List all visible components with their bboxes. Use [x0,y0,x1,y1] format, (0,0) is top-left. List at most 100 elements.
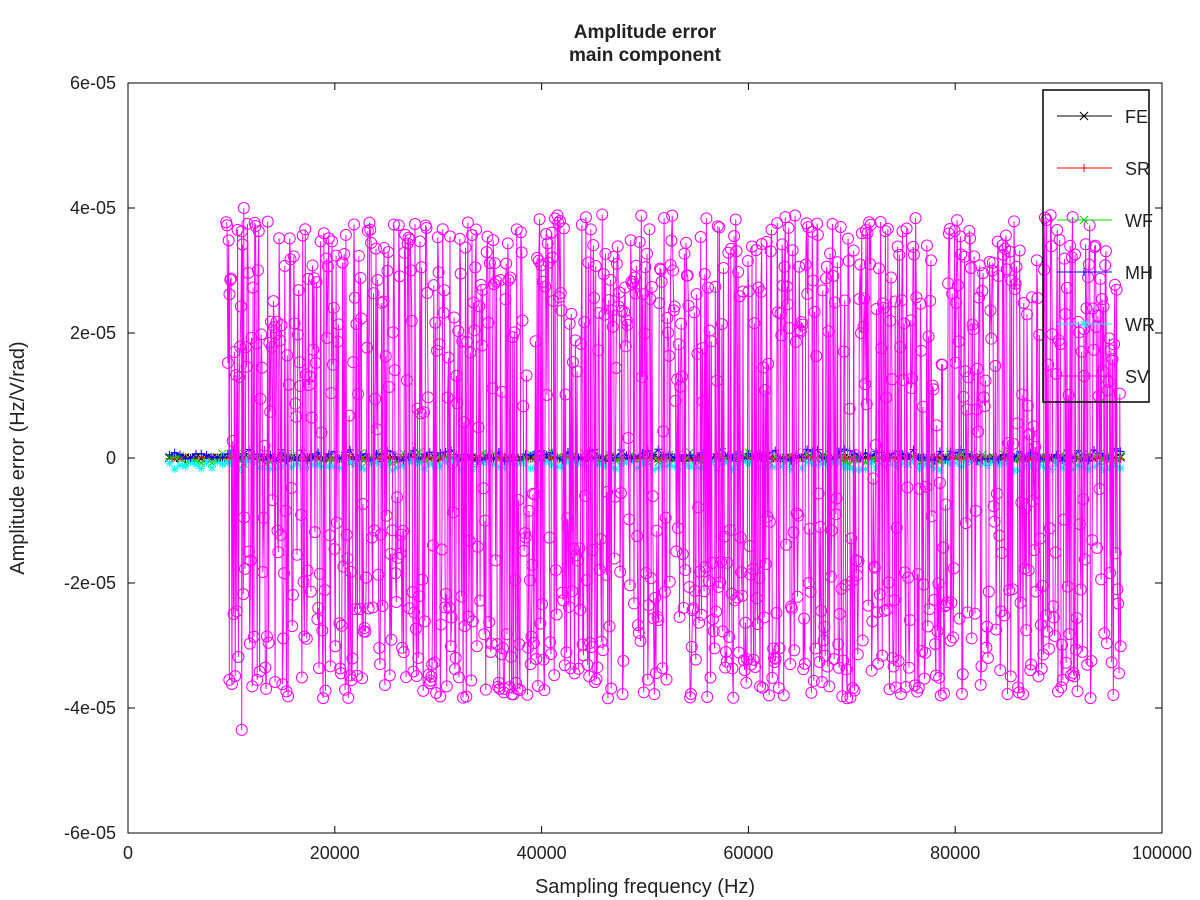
data-point-sv [960,403,973,416]
data-point-sv [380,509,393,522]
data-point-sv [428,656,441,669]
data-point-sv [478,628,491,641]
data-point-sv [981,651,994,664]
data-point-sv [541,237,554,250]
data-point-sv [523,574,536,587]
data-point-sv [1091,541,1104,554]
data-point-sv [538,684,551,697]
data-point-sv [533,213,546,226]
data-point-sv [606,320,619,333]
data-point-sv [519,531,532,544]
data-point-sv [608,552,621,565]
data-point-sv [976,284,989,297]
data-point-sv [326,358,339,371]
data-point-sv [867,472,880,485]
data-point-sv [1036,579,1049,592]
data-point-sv [378,679,391,692]
data-point-sv [1023,428,1036,441]
data-point-sv [856,634,869,647]
data-point-sv [1068,670,1081,683]
data-point-sv [260,682,273,695]
data-point-sv [534,617,547,630]
data-point-sv [469,261,482,274]
data-point-sv [565,307,578,320]
legend-box [1042,89,1150,403]
data-point-sv [713,221,726,234]
data-point-sv [1095,573,1108,586]
data-point-mh [170,448,179,457]
data-point-sv [959,365,972,378]
data-point-sv [282,378,295,391]
data-point-sv [723,630,736,643]
data-point-sv [972,425,985,438]
data-point-sv [510,223,523,236]
data-point-sv [346,652,359,665]
data-point-sv [325,387,338,400]
data-point-sv [1027,420,1040,433]
data-point-sv [531,679,544,692]
data-point-sv [799,258,812,271]
data-point-mh [521,449,530,458]
data-point-sv [435,543,448,556]
data-point-sv [801,287,814,300]
data-point-sv [1101,384,1114,397]
chart-title-line-1: Amplitude error [574,22,717,43]
data-point-sv [516,314,529,327]
data-point-sv [951,214,964,227]
data-point-sv [382,381,395,394]
data-point-sv [539,280,552,293]
data-point-sv [504,271,517,284]
data-point-sv [845,532,858,545]
data-point-wr [638,459,647,468]
data-point-wr [447,457,456,466]
data-point-sv [702,281,715,294]
data-point-sv [291,328,304,341]
data-point-sv [888,594,901,607]
data-point-sv [965,632,978,645]
data-point-sv [694,231,707,244]
data-point-sv [853,293,866,306]
data-point-wr [728,465,737,474]
data-point-sv [474,278,487,291]
data-point-sv [562,520,575,533]
data-point-wr [622,457,631,466]
data-point-sv [509,676,522,689]
data-point-sv [501,237,514,250]
data-point-sv [587,239,600,252]
data-point-sv [366,601,379,614]
data-point-sv [903,661,916,674]
data-point-sv [842,254,855,267]
data-point-sv [926,379,939,392]
data-point-wr [308,460,317,469]
data-point-sv [632,626,645,639]
data-point-sv [621,318,634,331]
data-point-sv [518,544,531,557]
data-point-sv [833,661,846,674]
data-point-sv [706,613,719,626]
data-point-sv [804,585,817,598]
data-point-wr [1026,461,1035,470]
data-point-sv [850,569,863,582]
data-point-sv [848,684,861,697]
data-point-sv [335,619,348,632]
data-point-sv [607,250,620,263]
data-point-sv [862,599,875,612]
data-point-sv [277,632,290,645]
data-point-sv [849,449,862,462]
data-point-sv [472,421,485,434]
data-point-sv [763,689,776,702]
data-point-sv [791,590,804,603]
data-point-sv [599,247,612,260]
data-point-sv [378,242,391,255]
data-point-sv [824,570,837,583]
data-point-sv [1041,625,1054,638]
data-point-sv [763,515,776,528]
data-point-sv [369,242,382,255]
data-point-sv [934,689,947,702]
data-point-sv [326,235,339,248]
data-point-sv [522,504,535,517]
data-point-sv [1016,688,1029,701]
data-point-sv [420,222,433,235]
data-point-sv [1002,437,1015,450]
data-point-sv [623,579,636,592]
